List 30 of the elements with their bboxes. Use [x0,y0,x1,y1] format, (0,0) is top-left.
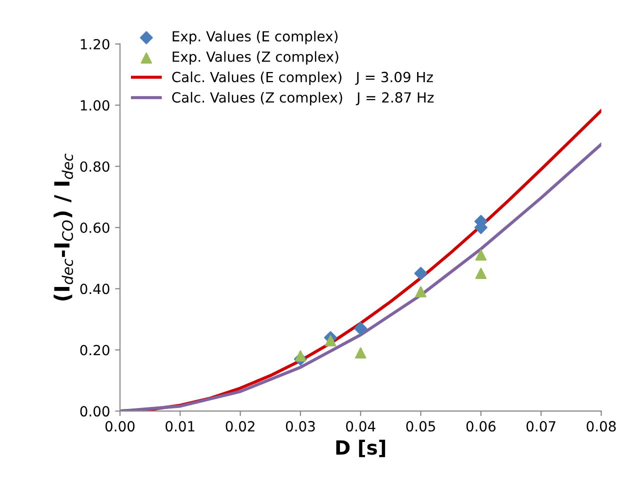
x-tick-label: 0.04 [346,421,376,432]
point [294,350,306,362]
x-tick-label: 0.00 [105,421,135,432]
x-tick-label: 0.03 [286,421,315,432]
y-tick-label: 1.20 [80,38,110,50]
legend-label: Calc. Values (Z complex) J = 2.87 Hz [172,92,434,106]
point [475,268,487,280]
legend-label: Calc. Values (E complex) J = 3.09 Hz [172,72,433,85]
point [415,286,426,298]
x-tick-label: 0.07 [526,421,556,432]
y-tick-label: 0.40 [80,284,110,294]
legend-label: Exp. Values (E complex) [172,30,338,44]
point [414,266,428,280]
y-tick-label: 0.00 [80,406,110,417]
point [324,335,336,346]
x-tick-label: 0.05 [406,421,436,432]
x-tick-label: 0.01 [166,421,194,432]
point [354,322,368,335]
x-tick-label: 0.02 [226,421,254,432]
x-tick-label: 0.08 [586,421,616,432]
y-tick-label: 0.80 [80,161,110,172]
point [475,249,487,261]
y-tick-label: 0.60 [80,222,110,233]
y-axis-title: (I$_{dec}$-I$_{CO}$) / I$_{dec}$ [54,154,74,301]
legend-label: Exp. Values (Z complex) [172,51,338,65]
point [355,347,366,359]
x-tick-label: 0.06 [466,421,496,432]
y-tick-label: 0.20 [80,344,110,356]
x-axis-title: D [s] [336,440,386,458]
y-tick-label: 1.00 [80,100,110,111]
